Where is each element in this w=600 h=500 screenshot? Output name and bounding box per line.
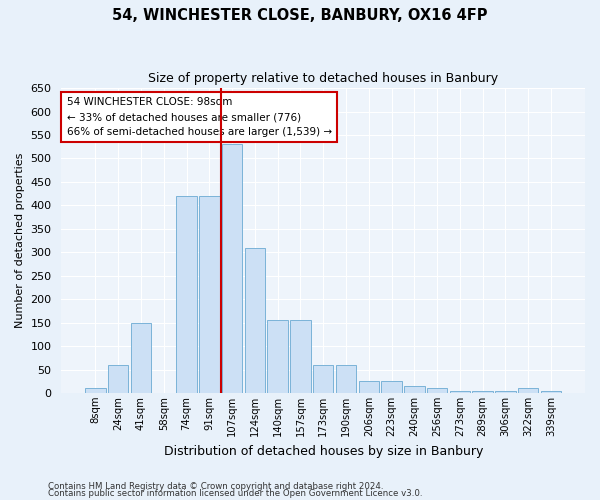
Bar — [108, 365, 128, 393]
Bar — [199, 196, 220, 393]
Bar — [336, 365, 356, 393]
Bar — [245, 248, 265, 393]
Text: Contains HM Land Registry data © Crown copyright and database right 2024.: Contains HM Land Registry data © Crown c… — [48, 482, 383, 491]
Bar — [449, 390, 470, 393]
Bar — [472, 390, 493, 393]
Title: Size of property relative to detached houses in Banbury: Size of property relative to detached ho… — [148, 72, 498, 86]
Bar — [518, 388, 538, 393]
Text: Contains public sector information licensed under the Open Government Licence v3: Contains public sector information licen… — [48, 490, 422, 498]
Bar — [381, 382, 402, 393]
Y-axis label: Number of detached properties: Number of detached properties — [15, 153, 25, 328]
Text: 54, WINCHESTER CLOSE, BANBURY, OX16 4FP: 54, WINCHESTER CLOSE, BANBURY, OX16 4FP — [112, 8, 488, 22]
Bar — [268, 320, 288, 393]
Bar — [290, 320, 311, 393]
Text: 54 WINCHESTER CLOSE: 98sqm
← 33% of detached houses are smaller (776)
66% of sem: 54 WINCHESTER CLOSE: 98sqm ← 33% of deta… — [67, 97, 332, 137]
Bar — [359, 382, 379, 393]
Bar — [222, 144, 242, 393]
Bar — [495, 390, 515, 393]
Bar — [85, 388, 106, 393]
Bar — [313, 365, 334, 393]
Bar — [131, 322, 151, 393]
Bar — [404, 386, 425, 393]
Bar — [427, 388, 448, 393]
Bar — [541, 390, 561, 393]
X-axis label: Distribution of detached houses by size in Banbury: Distribution of detached houses by size … — [164, 444, 483, 458]
Bar — [176, 196, 197, 393]
